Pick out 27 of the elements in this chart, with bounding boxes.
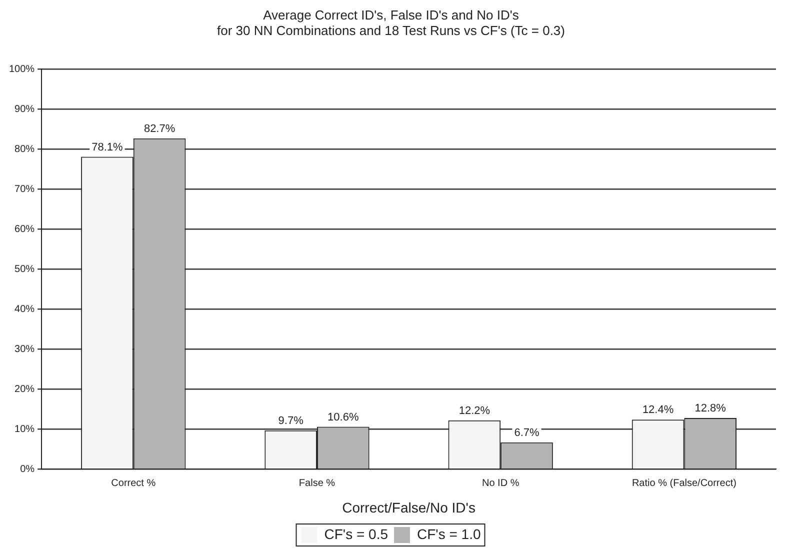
y-tick-label: 80% (14, 144, 35, 155)
data-label: 12.8% (694, 402, 726, 415)
data-label: 12.2% (458, 404, 490, 417)
y-tick-label: 20% (14, 384, 35, 395)
chart-title: Average Correct ID's, False ID's and No ID's for 30 NN Combinations and 18 Test Runs vs CF's (Tc = 0.3) (217, 7, 565, 38)
data-label: 78.1% (92, 141, 124, 154)
x-tick-label: False % (298, 478, 336, 489)
legend-label: CF's = 1.0 (417, 526, 481, 542)
y-tick-label: 40% (14, 304, 35, 315)
legend-label: CF's = 0.5 (324, 526, 388, 542)
x-axis-title: Correct/False/No ID's (342, 499, 476, 516)
x-tick-label: No ID % (482, 478, 520, 489)
data-label: 82.7% (144, 122, 176, 135)
y-tick-label: 10% (14, 424, 35, 435)
y-tick-label: 30% (14, 344, 35, 355)
x-tick-label: Correct % (111, 478, 156, 489)
y-tick-label: 100% (9, 64, 35, 75)
data-label: 9.7% (278, 414, 304, 427)
data-label: 12.4% (642, 404, 674, 416)
data-label: 10.6% (328, 411, 359, 424)
y-tick-label: 50% (14, 264, 35, 275)
y-tick-label: 0% (20, 464, 35, 475)
y-tick-label: 60% (14, 224, 35, 235)
data-label: 6.7% (514, 426, 540, 439)
y-tick-label: 70% (14, 184, 35, 195)
y-tick-label: 90% (14, 104, 35, 115)
x-tick-label: Ratio % (False/Correct) (632, 478, 736, 489)
